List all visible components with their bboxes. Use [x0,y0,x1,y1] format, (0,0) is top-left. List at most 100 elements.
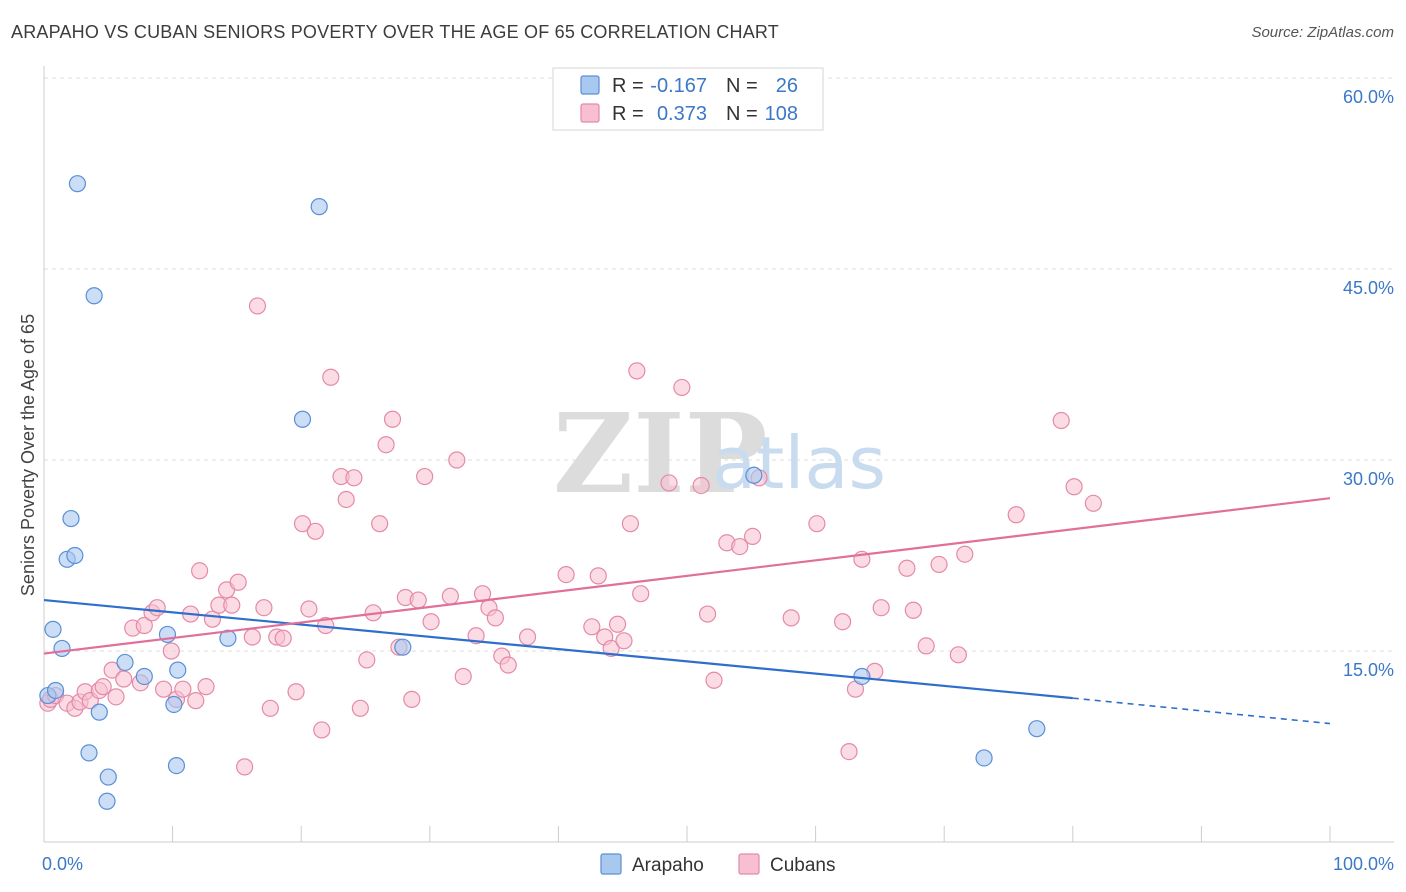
trend-lines [43,497,1331,725]
data-point-cubans [191,562,209,580]
data-point-arapaho [135,667,153,686]
data-point-cubans [358,651,376,669]
data-point-cubans [115,670,133,688]
data-point-arapaho [66,546,84,565]
data-point-cubans [322,368,340,386]
legend-box: R = -0.167 N = 26 R = 0.373 N = 108 [552,67,824,131]
series-arapaho-points [39,175,1046,810]
data-point-arapaho [167,756,186,775]
data-point-arapaho [98,792,116,810]
data-point-cubans [274,629,292,647]
data-point-cubans [660,474,678,492]
data-point-cubans [403,690,421,708]
data-point-cubans [148,599,166,617]
data-point-arapaho [394,638,412,656]
data-point-cubans [313,721,331,739]
data-point-cubans [782,609,800,627]
data-point-cubans [293,515,312,533]
bottom-legend-swatch-arapaho [600,853,622,875]
data-point-cubans [243,628,261,646]
data-point-cubans [1084,494,1102,512]
legend-r-label-cubans: R = [612,103,644,125]
data-point-cubans [454,667,472,686]
data-point-cubans [103,661,121,679]
trend-line-arapaho [43,598,1073,700]
data-point-cubans [236,758,254,776]
data-point-cubans [187,692,205,710]
data-point-cubans [557,565,575,584]
data-point-cubans [162,642,180,660]
trend-line-arapaho-extension [1072,697,1331,725]
trend-line-cubans [43,497,1331,655]
data-point-arapaho [53,639,71,658]
data-point-cubans [261,699,279,717]
data-point-cubans [1052,411,1070,430]
data-point-cubans [692,476,710,495]
data-point-cubans [107,688,125,706]
data-point-cubans [583,618,601,636]
data-point-arapaho [165,695,183,714]
data-point-cubans [467,627,485,645]
data-point-cubans [416,467,434,486]
y-tick-label: 45.0% [1343,278,1394,298]
data-point-cubans [441,587,459,605]
data-point-cubans [499,656,517,674]
data-point-arapaho [68,175,87,193]
data-point-cubans [834,613,852,631]
data-point-cubans [377,436,395,454]
data-point-arapaho [310,198,328,216]
data-point-arapaho [116,653,134,672]
data-point-arapaho [975,749,993,767]
data-point-cubans [956,545,974,563]
data-point-arapaho [169,661,187,679]
data-point-arapaho [80,744,98,762]
data-point-cubans [621,515,640,533]
data-point-cubans [94,678,112,696]
series-cubans-points [39,297,1102,776]
data-point-arapaho [1028,720,1046,738]
y-tick-label: 60.0% [1343,87,1394,107]
legend-r-value-arapaho: -0.167 [650,75,707,97]
data-point-cubans [917,637,935,655]
data-point-arapaho [293,410,312,428]
watermark: ZIP atlas [553,389,886,518]
data-point-cubans [371,515,389,533]
data-point-cubans [705,671,723,689]
data-point-cubans [345,469,363,487]
data-point-arapaho [85,287,103,305]
chart-title: ARAPAHO VS CUBAN SENIORS POVERTY OVER TH… [11,22,779,42]
bottom-legend-label-arapaho: Arapaho [632,855,704,876]
data-point-cubans [383,410,402,428]
source-label: Source: ZipAtlas.com [1251,24,1394,41]
data-point-cubans [698,605,717,623]
data-point-cubans [1065,478,1083,496]
data-point-arapaho [99,768,117,786]
bottom-legend-swatch-cubans [738,853,760,875]
data-point-cubans [602,639,620,658]
data-point-cubans [898,559,916,577]
data-point-cubans [930,555,948,574]
legend-n-label-arapaho: N = [726,75,758,97]
data-point-cubans [486,609,504,627]
data-point-arapaho [46,681,65,700]
data-point-cubans [306,522,324,540]
legend-n-value-arapaho: 26 [776,75,798,97]
data-point-arapaho [745,466,763,484]
data-point-cubans [154,680,173,698]
data-point-cubans [632,585,650,603]
data-point-cubans [615,632,633,650]
data-point-cubans [808,515,826,533]
y-tick-labels: 15.0% 30.0% 45.0% 60.0% [1343,87,1394,680]
data-point-cubans [872,599,890,617]
bottom-legend-label-cubans: Cubans [770,855,836,876]
grid-lines [44,77,1394,652]
data-point-cubans [300,600,318,618]
data-point-cubans [351,699,369,717]
data-point-cubans [229,573,247,591]
axes [43,66,1394,843]
data-point-arapaho [90,703,108,721]
data-point-cubans [287,683,305,701]
y-tick-label: 30.0% [1343,469,1394,489]
data-point-cubans [248,297,267,315]
